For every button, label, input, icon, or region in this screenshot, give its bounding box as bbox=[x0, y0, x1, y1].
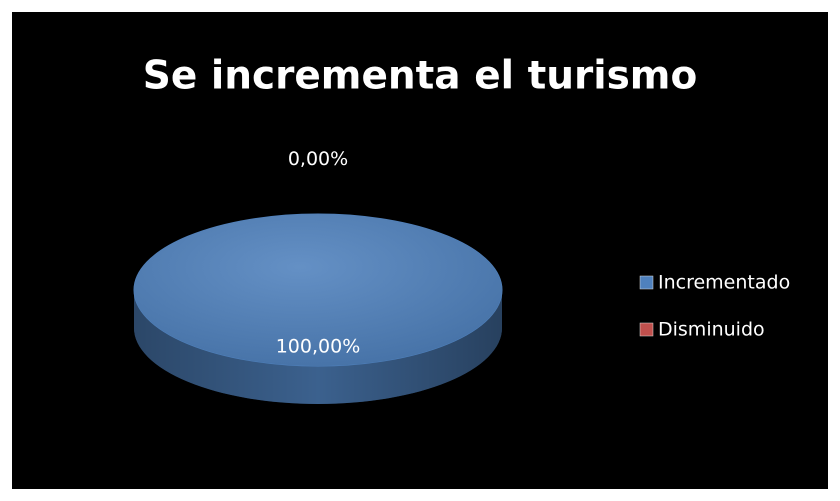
data-label: 100,00% bbox=[276, 336, 361, 358]
legend-swatch bbox=[639, 322, 654, 337]
slice-side-shade bbox=[134, 290, 502, 404]
chart-title: Se incrementa el turismo bbox=[143, 54, 698, 99]
legend-swatch bbox=[639, 275, 654, 290]
legend-label: Incrementado bbox=[658, 272, 790, 294]
data-label: 0,00% bbox=[288, 148, 348, 170]
slice-shade bbox=[134, 214, 502, 366]
legend-label: Disminuido bbox=[658, 319, 765, 341]
